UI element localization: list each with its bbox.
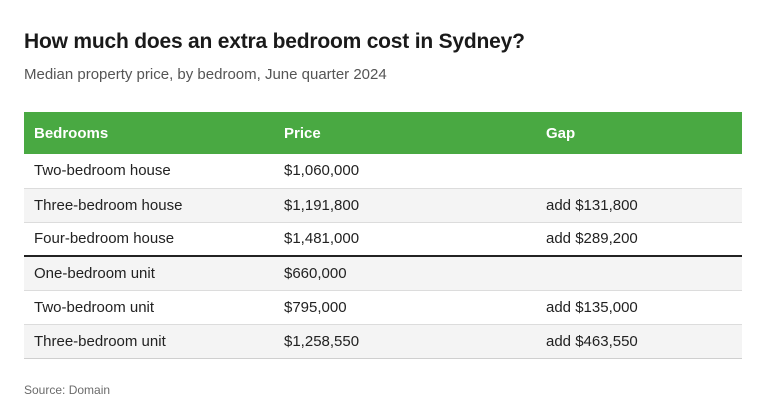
- cell-bedrooms: One-bedroom unit: [24, 256, 274, 291]
- cell-price: $1,060,000: [274, 154, 536, 189]
- cell-gap: [536, 256, 742, 291]
- table-row: Two-bedroom unit $795,000 add $135,000: [24, 290, 742, 325]
- column-header-price: Price: [284, 124, 321, 142]
- cell-bedrooms: Two-bedroom house: [24, 154, 274, 189]
- price-table: Bedrooms Price Gap Two-bedroom house $1,…: [24, 112, 742, 359]
- cell-price: $1,191,800: [274, 188, 536, 223]
- cell-bedrooms: Two-bedroom unit: [24, 290, 274, 325]
- table-body: Two-bedroom house $1,060,000 Three-bedro…: [24, 154, 742, 359]
- table-row: Two-bedroom house $1,060,000: [24, 154, 742, 189]
- cell-price: $1,481,000: [274, 222, 536, 257]
- table-header: Bedrooms Price Gap: [24, 112, 742, 154]
- cell-gap: add $463,550: [536, 324, 742, 359]
- cell-gap: add $135,000: [536, 290, 742, 325]
- cell-price: $1,258,550: [274, 324, 536, 359]
- source-note: Source: Domain: [24, 383, 111, 397]
- table-row: Four-bedroom house $1,481,000 add $289,2…: [24, 222, 742, 257]
- cell-price: $795,000: [274, 290, 536, 325]
- header-row: Bedrooms Price Gap: [24, 112, 742, 154]
- cell-bedrooms: Three-bedroom house: [24, 188, 274, 223]
- column-header-gap: Gap: [546, 124, 576, 142]
- cell-price: $660,000: [274, 256, 536, 291]
- table-row: Three-bedroom unit $1,258,550 add $463,5…: [24, 324, 742, 359]
- cell-bedrooms: Four-bedroom house: [24, 222, 274, 257]
- page-subtitle: Median property price, by bedroom, June …: [24, 66, 387, 83]
- table-row: Three-bedroom house $1,191,800 add $131,…: [24, 188, 742, 223]
- page-title: How much does an extra bedroom cost in S…: [24, 30, 525, 53]
- table-row: One-bedroom unit $660,000: [24, 256, 742, 291]
- cell-gap: [536, 154, 742, 189]
- cell-gap: add $131,800: [536, 188, 742, 223]
- column-header-bedrooms: Bedrooms: [34, 124, 109, 142]
- cell-bedrooms: Three-bedroom unit: [24, 324, 274, 359]
- cell-gap: add $289,200: [536, 222, 742, 257]
